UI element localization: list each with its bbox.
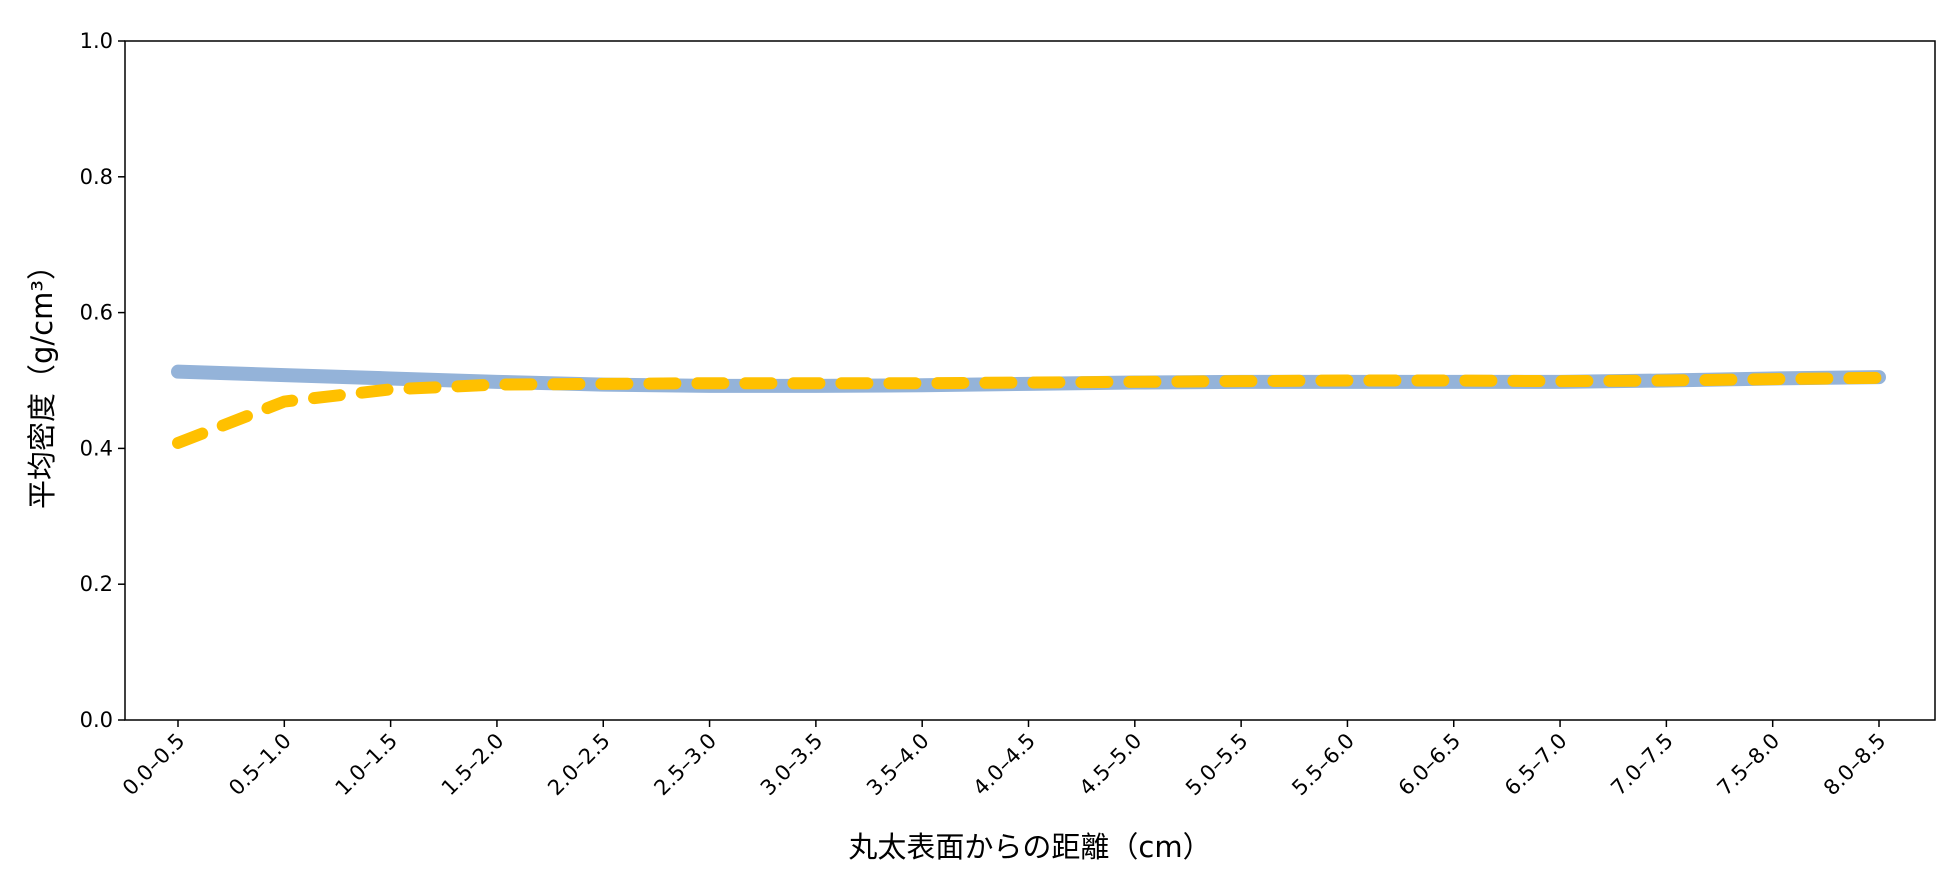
y-tick-label: 0.0 xyxy=(80,708,113,732)
x-tick-label: 7.0–7.5 xyxy=(1606,729,1678,801)
x-tick-label: 2.5–3.0 xyxy=(649,729,721,801)
x-tick-label: 3.5–4.0 xyxy=(862,729,934,801)
x-tick-label: 2.0–2.5 xyxy=(543,729,615,801)
x-tick-label: 4.5–5.0 xyxy=(1075,729,1147,801)
y-tick-label: 0.4 xyxy=(80,436,113,460)
y-tick-label: 0.6 xyxy=(80,301,113,325)
x-tick-label: 1.0–1.5 xyxy=(331,729,403,801)
x-tick-label: 8.0–8.5 xyxy=(1819,729,1891,801)
x-tick-label: 6.5–7.0 xyxy=(1500,729,1572,801)
x-tick-label: 4.0–4.5 xyxy=(968,729,1040,801)
x-tick-label: 6.0–6.5 xyxy=(1394,729,1466,801)
x-tick-label: 7.5–8.0 xyxy=(1713,729,1785,801)
x-tick-label: 1.5–2.0 xyxy=(437,729,509,801)
plot-frame xyxy=(124,40,1936,721)
y-tick-label: 0.8 xyxy=(80,165,113,189)
y-tick-label: 0.2 xyxy=(80,572,113,596)
x-tick-label: 0.5–1.0 xyxy=(224,729,296,801)
x-tick-label: 5.0–5.5 xyxy=(1181,729,1253,801)
x-tick-label: 5.5–6.0 xyxy=(1287,729,1359,801)
series-line xyxy=(172,371,1885,449)
x-tick-label: 3.0–3.5 xyxy=(756,729,828,801)
x-tick-label: 0.0–0.5 xyxy=(118,729,190,801)
y-axis-label: 平均密度（g/cm³） xyxy=(25,251,59,509)
x-axis-label: 丸太表面からの距離（cm） xyxy=(848,830,1211,864)
y-tick-label: 1.0 xyxy=(80,29,113,53)
